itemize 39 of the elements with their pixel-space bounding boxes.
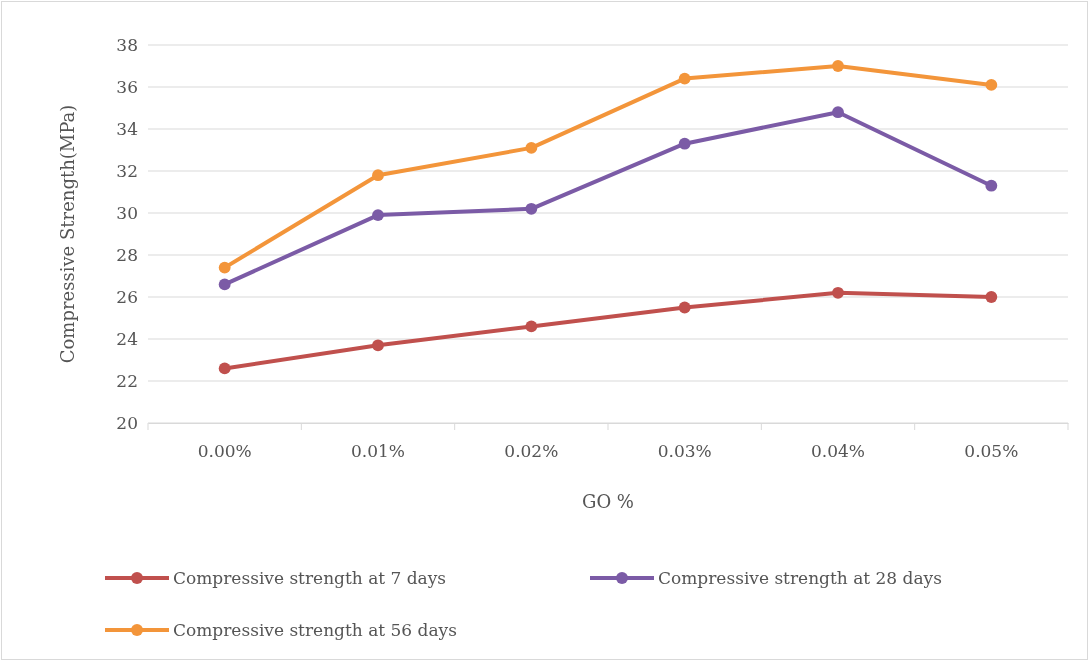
point — [218, 261, 231, 274]
point — [372, 169, 384, 182]
legend-label: Compressive strength at 7 days — [173, 568, 447, 588]
y-tick-label: 32 — [116, 160, 138, 181]
point — [218, 362, 231, 375]
point — [218, 278, 231, 291]
x-tick-label: 0.00% — [197, 441, 252, 462]
y-tick-label: 30 — [116, 202, 138, 223]
point — [832, 106, 844, 119]
y-tick-label: 22 — [116, 370, 138, 391]
point — [678, 301, 691, 314]
y-tick-label: 26 — [116, 286, 138, 307]
point — [985, 291, 998, 303]
y-tick-label: 36 — [116, 76, 138, 97]
y-tick-label: 24 — [116, 328, 138, 349]
x-axis-title: GO % — [582, 491, 634, 512]
x-tick-label: 0.05% — [964, 441, 1019, 462]
y-tick-label: 20 — [116, 412, 138, 433]
point — [832, 60, 844, 72]
point — [678, 72, 691, 85]
x-tick-label: 0.03% — [657, 441, 712, 462]
point — [372, 339, 384, 352]
point — [832, 286, 844, 299]
point — [525, 202, 538, 215]
point — [525, 320, 538, 333]
y-tick-label: 38 — [116, 34, 138, 55]
x-tick-label: 0.04% — [810, 441, 866, 462]
y-tick-label: 34 — [116, 118, 138, 139]
legend-label: Compressive strength at 28 days — [658, 568, 942, 588]
y-axis-title: Compressive Strength(MPa) — [57, 104, 78, 364]
legend-label: Compressive strength at 56 days — [173, 620, 457, 640]
point — [985, 179, 998, 192]
y-tick-label: 28 — [116, 244, 138, 265]
point — [678, 137, 691, 150]
point — [985, 78, 998, 91]
point — [525, 141, 538, 154]
point — [372, 209, 384, 222]
x-tick-label: 0.01% — [350, 441, 406, 462]
x-tick-label: 0.02% — [504, 441, 559, 462]
